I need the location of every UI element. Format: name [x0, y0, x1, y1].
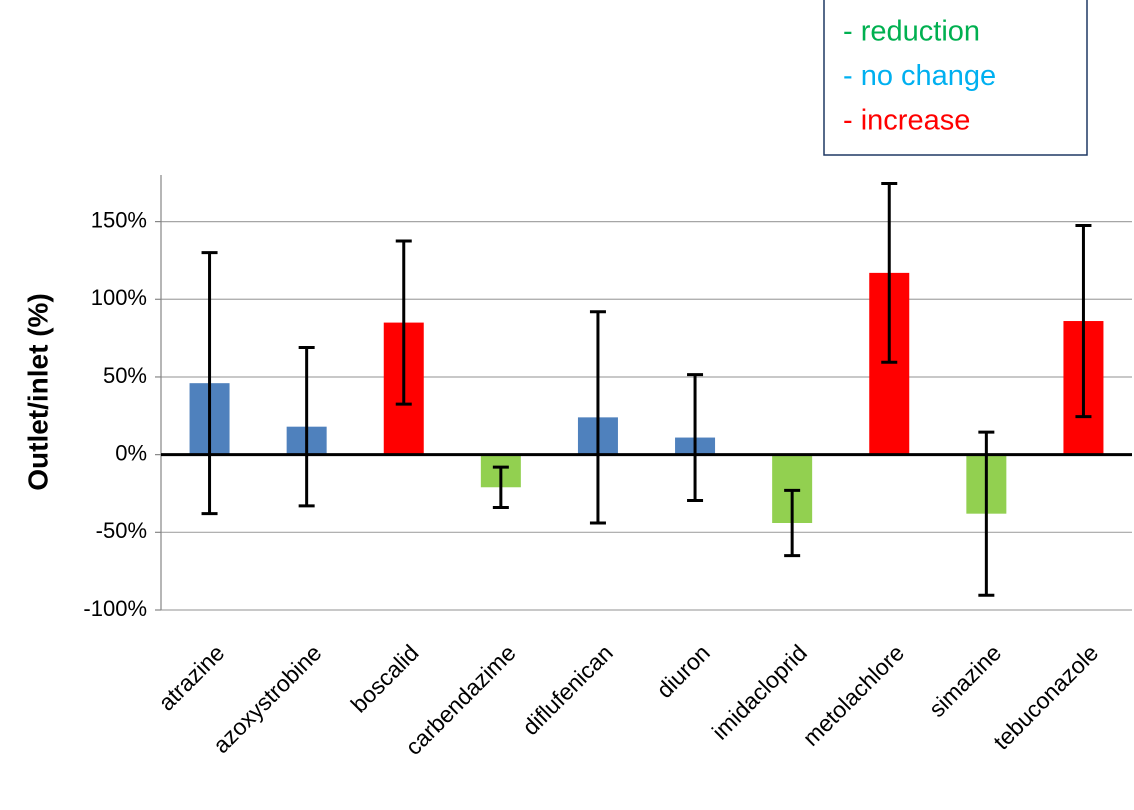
x-tick-label: metolachlore — [798, 639, 910, 751]
y-tick-label: -100% — [83, 596, 147, 621]
legend-label: - reduction — [843, 16, 980, 48]
x-tick-label: diflufenican — [517, 639, 618, 740]
legend-label: - increase — [843, 105, 970, 137]
x-tick-label: atrazine — [153, 639, 229, 715]
y-tick-label: 50% — [103, 363, 147, 388]
x-tick-label: boscalid — [346, 639, 424, 717]
y-axis-label: Outlet/inlet (%) — [22, 293, 53, 491]
y-tick-label: 100% — [91, 285, 147, 310]
y-tick-label: 150% — [91, 207, 147, 232]
x-tick-label: tebuconazole — [988, 639, 1103, 754]
x-tick-label: imidacloprid — [707, 639, 812, 744]
y-tick-label: 0% — [115, 440, 147, 465]
y-tick-label: -50% — [96, 518, 147, 543]
x-tick-label: simazine — [924, 639, 1007, 722]
legend-label: - no change — [843, 60, 996, 92]
legend-box — [823, 0, 1088, 156]
x-tick-label: diuron — [651, 639, 715, 703]
